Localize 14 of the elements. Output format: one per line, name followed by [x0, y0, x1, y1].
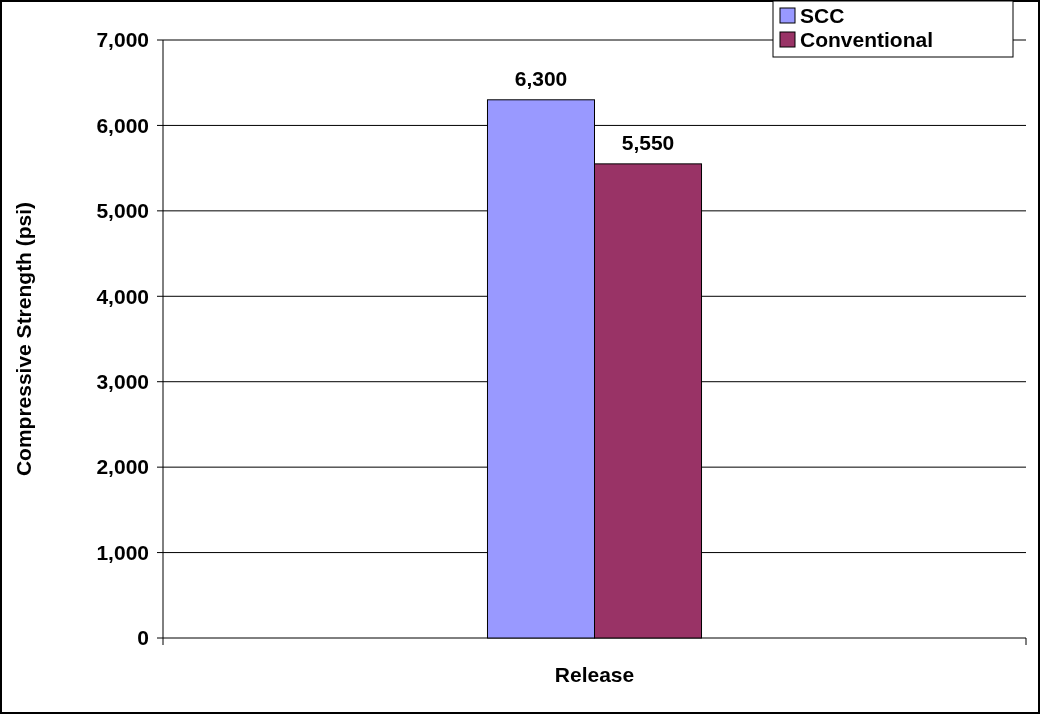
- y-tick-label: 5,000: [96, 199, 149, 223]
- y-tick-label: 2,000: [96, 455, 149, 479]
- y-tick-label: 7,000: [96, 28, 149, 52]
- y-tick-label: 6,000: [96, 113, 149, 137]
- legend-label: Conventional: [800, 28, 934, 52]
- y-tick-label: 0: [137, 626, 149, 650]
- x-tick-label: Release: [554, 663, 635, 686]
- data-label: 5,550: [621, 130, 675, 154]
- y-tick-label: 3,000: [96, 370, 149, 394]
- y-tick-label: 4,000: [96, 284, 149, 308]
- legend-label: SCC: [800, 4, 845, 28]
- y-tick-label: 1,000: [96, 540, 149, 564]
- y-axis-title: Compressive Strength (psi): [12, 201, 36, 477]
- data-label: 6,300: [514, 66, 568, 90]
